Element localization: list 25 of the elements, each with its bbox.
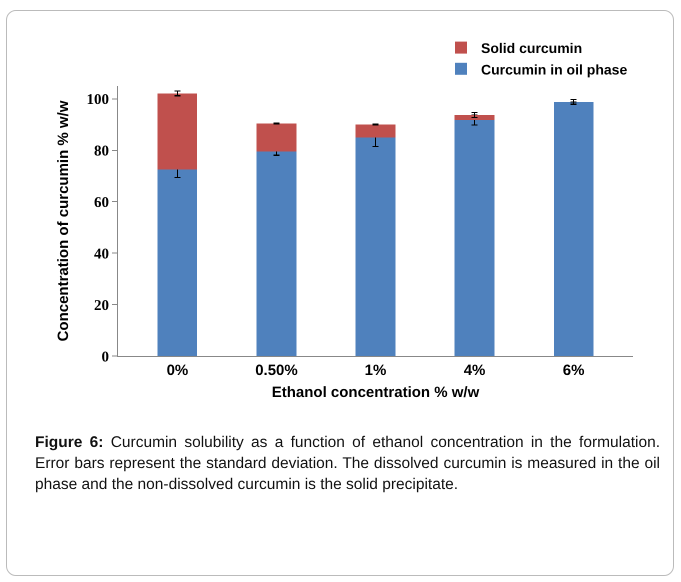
y-tick-label: 40 (94, 246, 109, 262)
bar (454, 120, 494, 356)
legend-label: Solid curcumin (481, 40, 582, 56)
x-tick-label: 6% (562, 362, 584, 379)
y-tick-label: 60 (94, 194, 109, 211)
x-tick-label: 0% (166, 362, 188, 379)
y-tick-label: 0 (102, 349, 109, 366)
bar (356, 124, 396, 138)
bar (454, 115, 494, 120)
bar (158, 93, 198, 170)
bar (256, 151, 296, 356)
bar (356, 137, 396, 356)
bar (158, 170, 198, 356)
y-tick-label: 20 (94, 298, 109, 314)
caption: Figure 6: Curcumin solubility as a function of ethanol concentration in the formulation. Error bars represent the standard deviation. The dissolved curcumin is measured in the oil phase and the non-dissolved curcumin is the solid precipitate. (35, 433, 660, 495)
x-axis-title: Ethanol concentration % w/w (272, 384, 480, 401)
y-tick-label: 100 (86, 92, 109, 108)
x-tick-label: 1% (364, 362, 386, 379)
x-tick-label: 0.50% (255, 362, 298, 379)
bar (256, 124, 296, 152)
x-tick-label: 4% (464, 362, 486, 379)
legend-label: Curcumin in oil phase (481, 61, 628, 78)
y-tick-label: 80 (94, 144, 109, 160)
bar (554, 102, 594, 356)
y-axis-title: Concentration of curcumin % w/w (54, 100, 72, 342)
